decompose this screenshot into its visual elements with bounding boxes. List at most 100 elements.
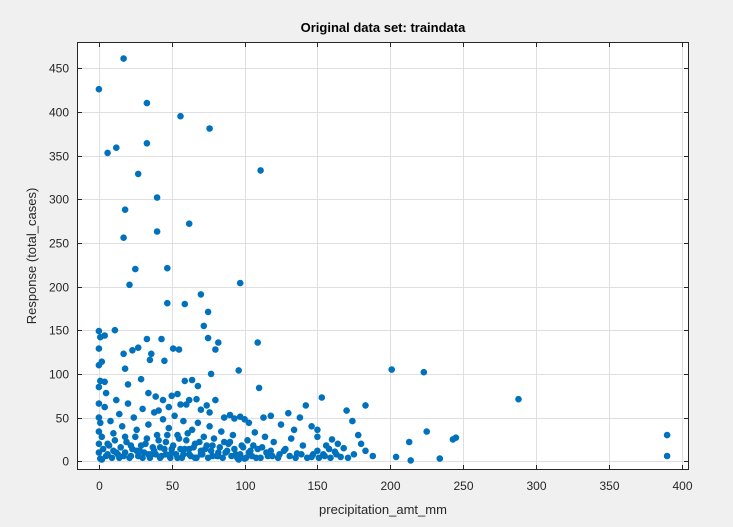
data-point [121,433,129,441]
data-point [97,419,104,427]
data-point [340,444,348,452]
grid [77,42,689,470]
data-point [113,144,120,151]
x-tick-label: 0 [96,479,103,493]
data-point [203,442,210,449]
data-point [191,454,199,462]
data-point [209,452,216,460]
data-point [174,454,181,462]
data-point [206,125,213,132]
data-point [212,396,219,404]
data-point [120,55,127,62]
data-point [302,402,310,409]
data-point [362,447,369,455]
data-point [369,452,377,460]
data-point [161,357,168,365]
data-point [204,334,212,342]
data-point [235,367,242,374]
data-point [126,281,133,289]
data-point [164,431,171,439]
data-point [180,451,187,458]
data-point [239,444,247,451]
data-point [314,433,321,441]
data-point [663,431,671,439]
data-point [299,442,307,449]
data-point [145,421,152,428]
data-point [267,447,275,455]
axes-box [77,42,689,470]
data-point [155,437,162,444]
data-point [248,452,256,460]
data-point [260,414,267,421]
data-point [231,415,238,422]
data-point [308,423,315,430]
y-tick-label: 300 [49,193,69,207]
data-point [274,454,282,462]
data-point [168,392,175,400]
data-points [95,55,671,464]
data-point [196,438,203,446]
data-point [215,339,222,346]
data-point [133,426,140,434]
data-point [206,423,213,430]
data-point [116,410,123,418]
data-point [269,452,276,460]
data-point [180,417,187,425]
data-point [95,85,103,93]
x-tick-label: 50 [166,479,180,493]
data-point [117,444,124,451]
y-tick-label: 450 [49,62,69,76]
data-point [139,454,146,462]
data-point [143,335,151,343]
data-point [165,403,173,411]
data-point [121,449,129,456]
data-point [219,454,226,462]
data-point [277,421,285,428]
data-point [95,383,103,391]
data-point [133,447,140,455]
data-point [245,419,253,427]
data-point [124,381,132,388]
data-point [121,206,129,213]
data-point [120,350,127,358]
data-point [333,451,340,458]
data-point [148,350,155,358]
data-point [200,433,208,441]
data-point [95,400,103,407]
y-tick-label: 350 [49,150,69,164]
data-point [113,396,120,404]
data-point [420,368,428,376]
data-point [334,440,342,448]
data-point [392,453,400,461]
data-point [228,452,235,460]
data-point [267,412,275,420]
data-point [181,377,189,385]
axis-ticks: 0 50 100 150 200 250 300 350 400 0 50 100 150 200 250 3… [49,42,693,493]
data-point [200,322,208,330]
y-tick-label: 0 [62,455,69,469]
data-point [315,454,323,462]
data-point [354,431,362,439]
data-point [168,445,175,453]
data-point [139,405,146,413]
data-point [105,442,113,449]
data-point [231,445,238,453]
data-point [185,220,193,227]
data-point [127,452,135,460]
data-point [203,402,210,409]
data-point [220,438,228,446]
data-point [98,433,106,441]
data-point [270,438,278,446]
data-point [212,346,219,353]
data-point [207,447,215,455]
data-point [254,339,261,346]
data-point [207,370,215,378]
x-tick-label: 300 [526,479,546,493]
y-axis-label: Response (total_cases) [24,188,39,325]
y-tick-label: 400 [49,106,69,120]
data-point [153,228,161,235]
data-point [452,434,460,442]
data-point [145,451,152,458]
x-tick-label: 150 [307,479,327,493]
data-point [236,279,244,287]
